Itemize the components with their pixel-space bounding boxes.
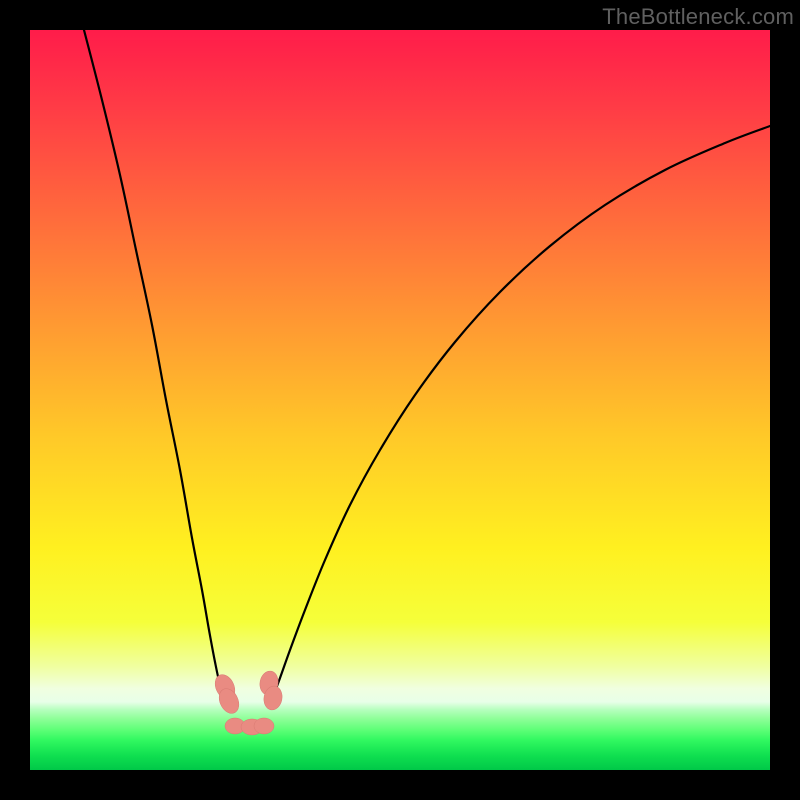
curve-left-branch bbox=[84, 30, 227, 706]
chart-outer-frame: TheBottleneck.com bbox=[0, 0, 800, 800]
markers-group bbox=[211, 670, 284, 735]
bottleneck-curve bbox=[30, 30, 770, 770]
data-point-marker bbox=[254, 718, 274, 734]
plot-area bbox=[30, 30, 770, 770]
watermark-text: TheBottleneck.com bbox=[602, 4, 794, 30]
curve-right-branch bbox=[269, 126, 770, 702]
